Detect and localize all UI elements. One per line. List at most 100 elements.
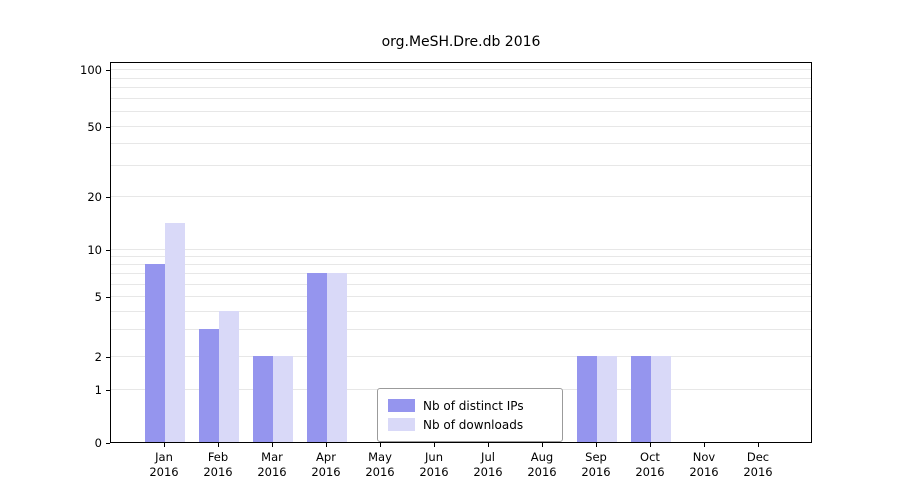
x-tick-label: Nov 2016 <box>672 450 736 480</box>
y-tick-mark <box>106 443 110 444</box>
x-tick-month: Feb <box>207 450 229 464</box>
x-tick-mark <box>434 443 435 447</box>
x-tick-month: Nov <box>692 450 716 464</box>
x-tick-month: Aug <box>530 450 554 464</box>
x-tick-year: 2016 <box>203 465 233 479</box>
y-tick-mark <box>106 297 110 298</box>
x-tick-mark <box>758 443 759 447</box>
y-tick-label: 5 <box>94 290 102 304</box>
bar-sep-distinct-ips <box>577 356 597 442</box>
y-tick-label: 0 <box>94 436 102 450</box>
x-tick-month: Dec <box>746 450 770 464</box>
x-tick-mark <box>326 443 327 447</box>
x-tick-year: 2016 <box>527 465 557 479</box>
gridline <box>111 273 811 275</box>
y-tick-label: 1 <box>94 383 102 397</box>
y-tick-mark <box>106 197 110 198</box>
gridline <box>111 87 811 89</box>
x-tick-mark <box>218 443 219 447</box>
x-tick-year: 2016 <box>581 465 611 479</box>
y-tick-label: 10 <box>87 243 102 257</box>
gridline <box>111 283 811 285</box>
x-tick-mark <box>164 443 165 447</box>
y-tick-mark <box>106 127 110 128</box>
legend-swatch-downloads <box>388 418 415 431</box>
y-tick-label: 2 <box>94 350 102 364</box>
y-tick-label: 20 <box>87 190 102 204</box>
x-tick-year: 2016 <box>473 465 503 479</box>
plot-area <box>110 62 812 443</box>
x-tick-label: Mar 2016 <box>240 450 304 480</box>
x-tick-month: Sep <box>585 450 607 464</box>
gridline <box>111 77 811 79</box>
gridline <box>111 296 811 297</box>
x-tick-label: Dec 2016 <box>726 450 790 480</box>
bar-apr-downloads <box>327 273 347 442</box>
x-tick-label: Feb 2016 <box>186 450 250 480</box>
x-tick-mark <box>380 443 381 447</box>
x-tick-label: May 2016 <box>348 450 412 480</box>
x-tick-label: Jun 2016 <box>402 450 466 480</box>
x-tick-year: 2016 <box>635 465 665 479</box>
legend: Nb of distinct IPs Nb of downloads <box>377 388 563 442</box>
gridline <box>111 165 811 167</box>
x-tick-month: Jul <box>481 450 495 464</box>
gridline <box>111 111 811 113</box>
gridline <box>111 310 811 312</box>
x-tick-month: Mar <box>261 450 283 464</box>
x-tick-label: Jan 2016 <box>132 450 196 480</box>
x-tick-mark <box>704 443 705 447</box>
y-tick-mark <box>106 390 110 391</box>
chart-title: org.MeSH.Dre.db 2016 <box>381 34 541 50</box>
legend-label-downloads: Nb of downloads <box>423 417 524 432</box>
x-tick-year: 2016 <box>689 465 719 479</box>
legend-swatch-distinct-ips <box>388 399 415 412</box>
bar-feb-distinct-ips <box>199 329 219 442</box>
gridline <box>111 329 811 331</box>
x-tick-label: Oct 2016 <box>618 450 682 480</box>
x-tick-mark <box>488 443 489 447</box>
x-tick-label: Jul 2016 <box>456 450 520 480</box>
x-tick-year: 2016 <box>257 465 287 479</box>
x-tick-label: Sep 2016 <box>564 450 628 480</box>
y-tick-mark <box>106 357 110 358</box>
y-tick-mark <box>106 250 110 251</box>
x-tick-month: Jan <box>155 450 173 464</box>
y-tick-label: 100 <box>80 63 102 77</box>
x-tick-month: Jun <box>425 450 443 464</box>
gridline <box>111 264 811 266</box>
gridline <box>111 356 811 357</box>
bar-jan-downloads <box>165 223 185 442</box>
x-tick-year: 2016 <box>743 465 773 479</box>
gridline <box>111 98 811 100</box>
bar-feb-downloads <box>219 311 239 442</box>
x-tick-month: Oct <box>640 450 660 464</box>
gridline <box>111 126 811 127</box>
x-tick-year: 2016 <box>311 465 341 479</box>
bar-mar-distinct-ips <box>253 356 273 442</box>
x-tick-month: May <box>368 450 392 464</box>
gridline <box>111 249 811 250</box>
x-tick-year: 2016 <box>149 465 179 479</box>
y-tick-label: 50 <box>87 120 102 134</box>
x-tick-mark <box>596 443 597 447</box>
gridline <box>111 143 811 145</box>
bar-jan-distinct-ips <box>145 264 165 442</box>
x-tick-mark <box>272 443 273 447</box>
legend-label-distinct-ips: Nb of distinct IPs <box>423 398 524 413</box>
gridline <box>111 196 811 197</box>
bar-oct-downloads <box>651 356 671 442</box>
x-tick-mark <box>542 443 543 447</box>
bar-mar-downloads <box>273 356 293 442</box>
bar-sep-downloads <box>597 356 617 442</box>
gridline <box>111 69 811 70</box>
y-tick-mark <box>106 70 110 71</box>
x-tick-year: 2016 <box>419 465 449 479</box>
x-tick-label: Apr 2016 <box>294 450 358 480</box>
gridline <box>111 256 811 258</box>
bar-apr-distinct-ips <box>307 273 327 442</box>
x-tick-mark <box>650 443 651 447</box>
legend-item-downloads: Nb of downloads <box>388 415 552 434</box>
legend-item-distinct-ips: Nb of distinct IPs <box>388 396 552 415</box>
bar-oct-distinct-ips <box>631 356 651 442</box>
